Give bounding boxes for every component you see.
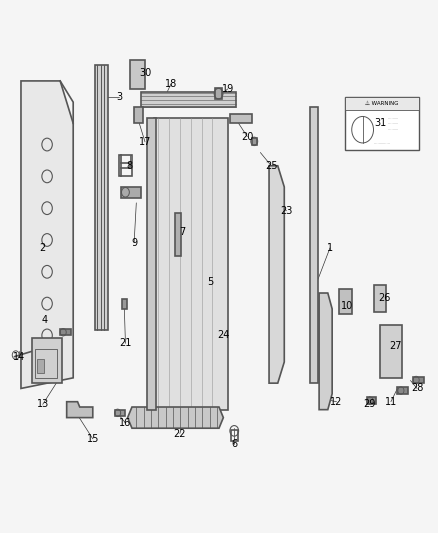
Bar (60, 329, 71, 335)
Text: 15: 15 (87, 434, 99, 444)
Text: 22: 22 (173, 429, 186, 439)
Text: 25: 25 (265, 161, 278, 171)
Bar (32, 338, 62, 383)
Text: 10: 10 (341, 301, 353, 311)
Text: 9: 9 (131, 238, 137, 248)
Text: 19: 19 (222, 84, 234, 94)
Text: ..........: .......... (388, 122, 399, 125)
Polygon shape (21, 81, 73, 389)
Bar (141, 92, 237, 108)
Bar (345, 97, 419, 110)
Text: 24: 24 (217, 330, 230, 341)
Text: 1: 1 (327, 243, 333, 253)
Text: ..........: .......... (388, 127, 399, 131)
Bar (134, 108, 143, 123)
Bar (215, 88, 223, 100)
Bar (231, 430, 238, 441)
Bar (37, 359, 44, 373)
Text: 2: 2 (39, 243, 46, 253)
Bar (345, 97, 419, 150)
Text: 13: 13 (37, 399, 49, 409)
Bar (367, 397, 376, 405)
Bar (95, 65, 108, 330)
Polygon shape (380, 325, 402, 378)
Polygon shape (269, 166, 284, 383)
Bar (230, 114, 252, 123)
Text: 20: 20 (241, 132, 254, 142)
Polygon shape (127, 407, 223, 428)
Polygon shape (67, 402, 93, 418)
Text: 21: 21 (119, 338, 131, 349)
Text: 16: 16 (119, 418, 131, 428)
Text: 7: 7 (179, 227, 185, 237)
Bar (413, 377, 424, 383)
Text: 14: 14 (13, 352, 25, 361)
Text: ...............: ............... (374, 141, 391, 146)
Bar (122, 300, 127, 309)
Text: ⚠ WARNING: ⚠ WARNING (365, 101, 399, 106)
Text: 28: 28 (411, 383, 423, 393)
Text: 30: 30 (139, 68, 151, 78)
Text: 18: 18 (165, 78, 177, 88)
Bar (311, 108, 318, 383)
Bar (397, 387, 408, 394)
Bar (115, 410, 125, 416)
Text: 29: 29 (363, 399, 375, 409)
Text: 31: 31 (374, 118, 386, 128)
Bar (339, 289, 352, 314)
Bar (176, 214, 181, 256)
Text: 26: 26 (378, 293, 391, 303)
Bar (35, 349, 57, 378)
Polygon shape (319, 293, 332, 410)
Bar (252, 138, 257, 144)
Bar (121, 187, 141, 198)
Text: 27: 27 (389, 341, 402, 351)
Bar (130, 60, 145, 89)
Bar (154, 118, 228, 410)
Text: 17: 17 (139, 137, 151, 147)
Text: 8: 8 (127, 161, 133, 171)
Bar (147, 118, 156, 410)
Text: ..........: .......... (388, 116, 399, 120)
Text: 23: 23 (280, 206, 293, 216)
Text: 12: 12 (330, 397, 343, 407)
Text: 4: 4 (42, 314, 48, 325)
Text: 6: 6 (231, 439, 237, 449)
Bar (374, 285, 386, 312)
Text: 3: 3 (116, 92, 122, 102)
Text: 5: 5 (207, 277, 213, 287)
Text: 11: 11 (385, 397, 397, 407)
